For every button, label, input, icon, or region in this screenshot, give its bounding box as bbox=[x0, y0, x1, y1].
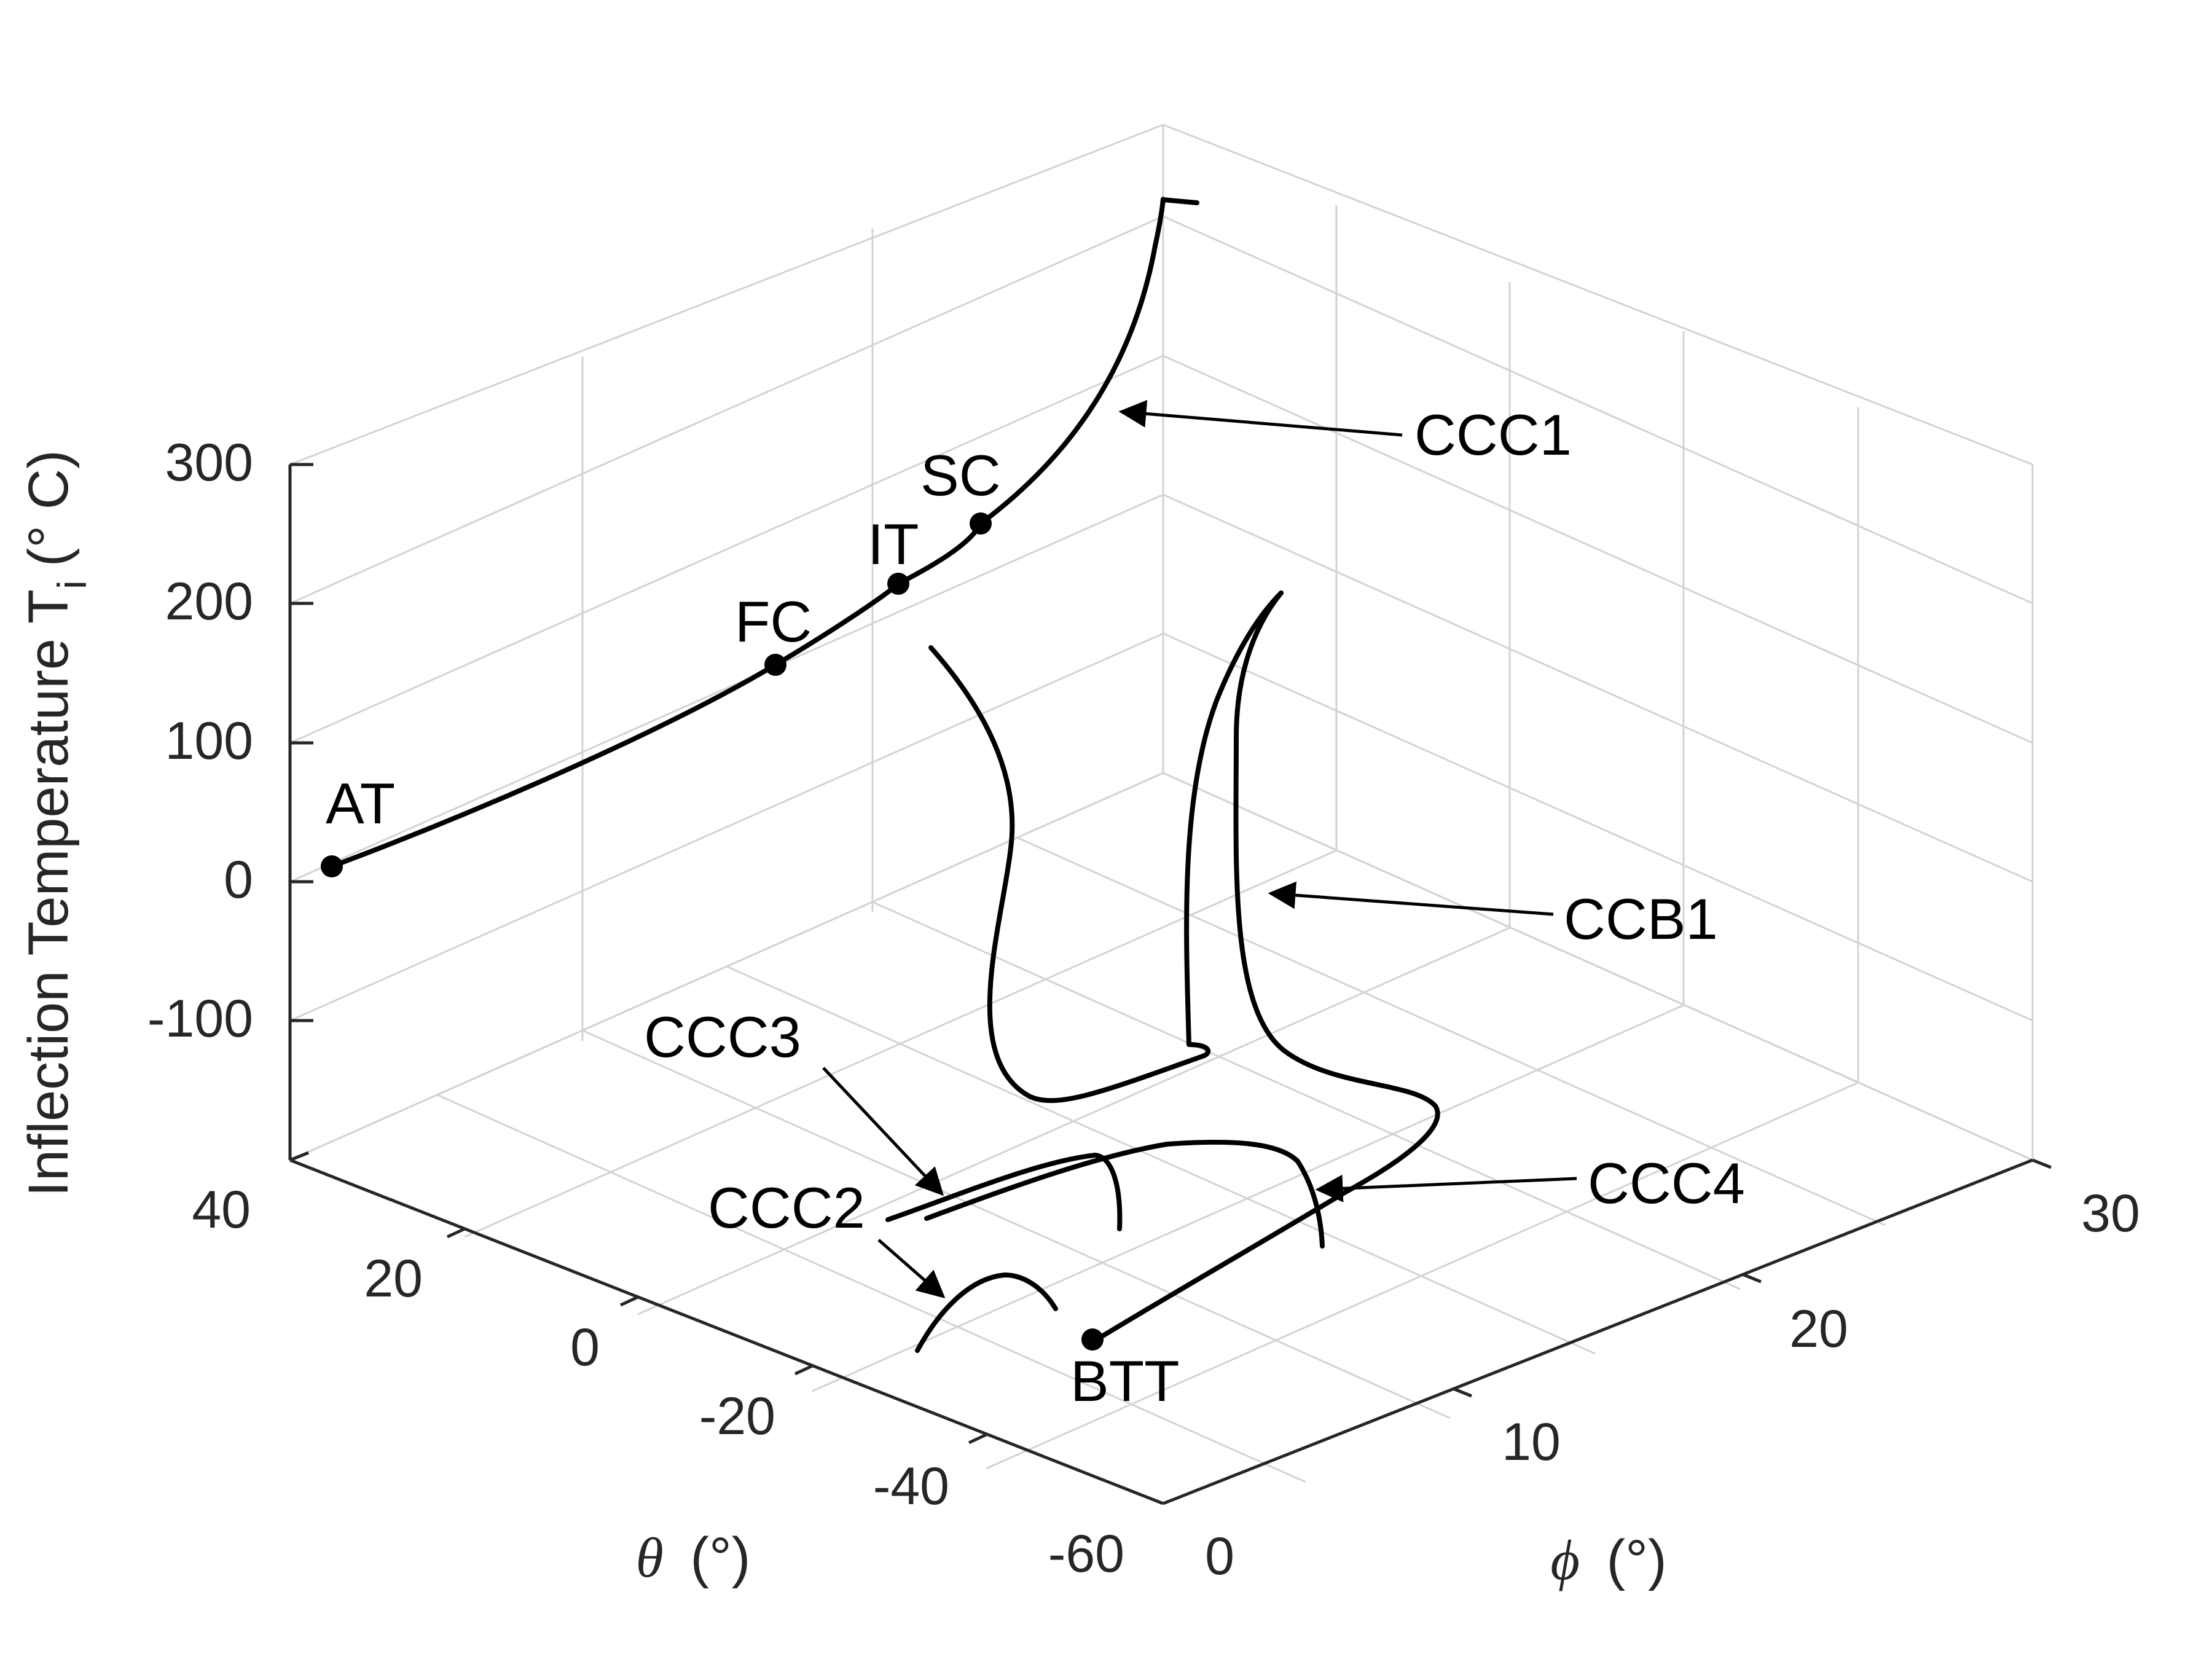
theta-axis-line bbox=[289, 1158, 1164, 1505]
grid-lines bbox=[289, 124, 2034, 1483]
phi-tick bbox=[1453, 1387, 1472, 1398]
z-tick-label: 100 bbox=[165, 712, 254, 771]
grid-line bbox=[1163, 772, 2033, 1161]
series-ccc3-curve-a bbox=[885, 1153, 1123, 1231]
points: AT FC IT SC BTT bbox=[321, 443, 1180, 1413]
ccb1-arrow bbox=[1268, 881, 1554, 916]
point-sc bbox=[970, 512, 992, 535]
point-label-btt: BTT bbox=[1070, 1349, 1180, 1413]
phi-tick-label: 10 bbox=[1502, 1413, 1561, 1472]
theta-tick-label: 0 bbox=[570, 1318, 600, 1377]
ccc1-arrow bbox=[1118, 399, 1403, 437]
theta-tick-label: -60 bbox=[1048, 1524, 1124, 1583]
z-tick-label: 300 bbox=[165, 433, 254, 492]
annotations: CCC1 CCB1 CCC4 CCC3 CCC2 bbox=[644, 399, 1745, 1298]
phi-tick-label: 0 bbox=[1205, 1527, 1234, 1586]
grid-line bbox=[1163, 493, 2033, 883]
series-label-ccc4: CCC4 bbox=[1588, 1151, 1745, 1215]
grid-line bbox=[582, 1029, 1451, 1419]
theta-tick-label: -40 bbox=[873, 1457, 949, 1516]
theta-tick-label: 40 bbox=[192, 1180, 251, 1239]
grid-line bbox=[289, 124, 1164, 466]
z-label-unit: (° C) bbox=[17, 450, 80, 567]
theta-axis-label: θ (°) bbox=[636, 1526, 751, 1589]
z-label-subscript: i bbox=[49, 580, 95, 589]
grid-line bbox=[1163, 124, 2033, 466]
ccc2-arrow bbox=[877, 1239, 946, 1298]
z-tick-label: 0 bbox=[224, 850, 253, 909]
theta-tick bbox=[289, 1151, 309, 1162]
phi-tick bbox=[1742, 1273, 1762, 1284]
theta-unit: (°) bbox=[690, 1526, 750, 1589]
axes bbox=[288, 465, 2033, 1505]
grid-line bbox=[1016, 836, 1886, 1226]
point-btt bbox=[1081, 1328, 1104, 1351]
theta-tick bbox=[794, 1364, 814, 1376]
point-fc bbox=[764, 654, 786, 676]
grid-line bbox=[289, 215, 1164, 605]
series-label-ccc3: CCC3 bbox=[644, 1005, 801, 1069]
grid-line bbox=[437, 1094, 1306, 1483]
series-ccc3-curve-b bbox=[924, 1139, 1325, 1249]
phi-symbol: ϕ bbox=[1550, 1529, 1580, 1591]
series-ccb1-curve-a bbox=[928, 590, 1284, 1104]
grid-line bbox=[1163, 215, 2033, 605]
grid-line bbox=[1163, 632, 2033, 1022]
series-ccc2-curve bbox=[915, 1273, 1058, 1353]
phi-ticks: 0 10 20 30 bbox=[1205, 1158, 2140, 1586]
theta-symbol: θ bbox=[636, 1526, 664, 1589]
grid-line bbox=[726, 965, 1596, 1355]
z-axis-label: Inflection Temperature Ti (° C) bbox=[17, 450, 95, 1196]
point-label-it: IT bbox=[868, 512, 919, 576]
grid-line bbox=[1163, 355, 2033, 744]
theta-tick bbox=[446, 1227, 466, 1239]
grid-line bbox=[289, 632, 1164, 1022]
phi-axis-line bbox=[1163, 1158, 2033, 1505]
point-label-fc: FC bbox=[735, 589, 812, 654]
phi-tick-label: 20 bbox=[1789, 1300, 1848, 1359]
theta-tick bbox=[968, 1433, 987, 1445]
series-ccb1-curve-b bbox=[1094, 590, 1440, 1342]
point-it bbox=[887, 573, 909, 595]
theta-tick bbox=[619, 1295, 639, 1307]
theta-tick-label: 20 bbox=[364, 1249, 423, 1308]
series-label-ccb1: CCB1 bbox=[1564, 887, 1718, 951]
z-label-text: Inflection Temperature T bbox=[17, 589, 80, 1197]
theta-tick-label: -20 bbox=[699, 1387, 775, 1446]
phi-axis-label: ϕ (°) bbox=[1550, 1529, 1666, 1591]
point-label-sc: SC bbox=[920, 443, 1001, 508]
series-label-ccc1: CCC1 bbox=[1414, 402, 1572, 467]
phi-unit: (°) bbox=[1607, 1529, 1667, 1591]
curves bbox=[329, 197, 1440, 1353]
z-tick-label: -100 bbox=[147, 989, 253, 1048]
z-ticks: 300 200 100 0 -100 bbox=[147, 433, 313, 1048]
ccc3-arrow bbox=[822, 1067, 944, 1196]
grid-line bbox=[289, 493, 1164, 883]
phi-tick-label: 30 bbox=[2081, 1184, 2140, 1243]
point-label-at: AT bbox=[326, 771, 395, 836]
grid-line bbox=[289, 355, 1164, 744]
series-ccc1-curve bbox=[329, 197, 1199, 869]
ccc4-arrow bbox=[1315, 1174, 1577, 1202]
z-tick-label: 200 bbox=[165, 572, 254, 631]
theta-ticks: 40 20 0 -20 -40 -60 bbox=[192, 1151, 1124, 1583]
grid-line bbox=[872, 901, 1741, 1290]
series-label-ccc2: CCC2 bbox=[708, 1175, 865, 1240]
phi-tick bbox=[2032, 1158, 2052, 1169]
point-at bbox=[321, 855, 343, 877]
